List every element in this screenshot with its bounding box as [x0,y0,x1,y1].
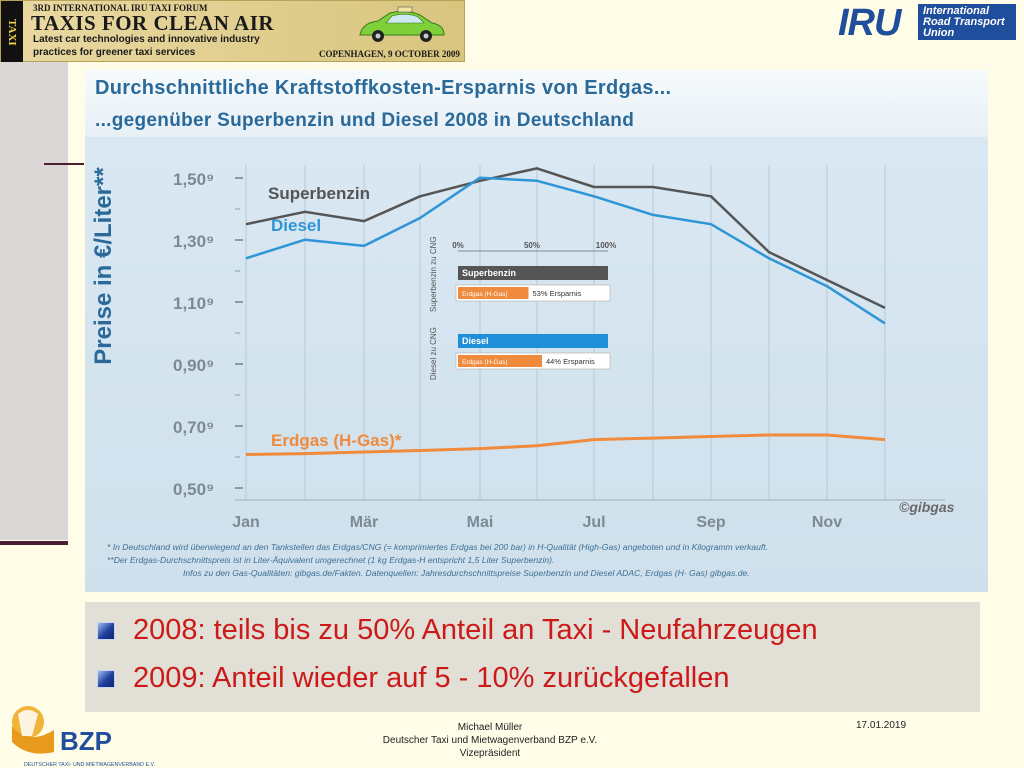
series-label: Diesel [271,216,321,235]
footer-author: Michael Müller [457,722,523,733]
banner-forum: 3RD INTERNATIONAL IRU TAXI FORUM [33,3,208,13]
inset-scale-label: 0% [452,241,464,250]
banner-subtitle-2: practices for greener taxi services [33,47,196,58]
iru-logo: IRU International Road Transport Union [828,2,1018,44]
inset-savings-label: 44% Ersparnis [546,357,595,366]
footer-author-block: Michael Müller Deutscher Taxi und Mietwa… [330,721,650,760]
x-tick-label: Jan [232,514,260,531]
iru-logo-line-3: Union [923,27,955,39]
y-tick-label: 0,90⁹ [173,356,214,375]
chart-footnote-1: * In Deutschland wird überwiegend an den… [107,542,769,552]
inset-bar [458,287,529,299]
footer-org: Deutscher Taxi und Mietwagenverband BZP … [382,735,598,746]
inset-bar [458,334,608,348]
chart-header [85,70,988,137]
bullet-text: 2009: Anteil wieder auf 5 - 10% zurückge… [133,662,730,694]
series-line [245,433,886,456]
banner-taxi-label: TAXI [1,1,23,63]
banner-place-date: COPENHAGEN, 9 OCTOBER 2009 [319,49,460,59]
series-label: Superbenzin [268,184,370,203]
inset-bar [458,266,608,280]
y-tick-label: 1,30⁹ [173,232,214,251]
iru-logo-line-2: Road Transport [923,16,1005,28]
bullet-square-icon [97,622,115,640]
x-tick-label: Mai [467,514,494,531]
inset-bar-label: Erdgas (H-Gas) [462,359,508,366]
banner-title: TAXIS FOR CLEAN AIR [31,11,275,35]
series-line [245,167,886,310]
footer-date: 17.01.2019 [856,720,907,731]
forum-banner: TAXI 3RD INTERNATIONAL IRU TAXI FORUM TA… [0,0,465,63]
x-tick-label: Nov [812,514,842,531]
x-tick-label: Jul [582,514,605,531]
inset-savings-label: 53% Ersparnis [533,289,582,298]
bullet-text: 2008: teils bis zu 50% Anteil an Taxi - … [133,614,818,646]
inset-bar-label: Erdgas (H-Gas) [462,291,508,298]
chart-title: Durchschnittliche Kraftstoffkosten-Erspa… [95,77,672,99]
bzp-logo-caption: DEUTSCHER TAXI- UND MIETWAGENVERBAND E.V… [24,762,155,768]
inset-bar-label: Superbenzin [462,268,516,278]
bullet-square-icon [97,670,115,688]
y-tick-label: 0,50⁹ [173,480,214,499]
inset-side-label: Diesel zu CNG [429,327,438,380]
taxi-car-icon [359,6,445,42]
x-tick-label: Mär [350,514,378,531]
iru-logo-box [918,4,1016,40]
bzp-logo: BZP DEUTSCHER TAXI- UND MIETWAGENVERBAND… [12,706,155,768]
decor-dash [44,163,84,165]
price-chart: Durchschnittliche Kraftstoffkosten-Erspa… [85,70,988,592]
y-tick-label: 0,70⁹ [173,418,214,437]
y-tick-label: 1,50⁹ [173,170,214,189]
inset-scale-label: 50% [524,241,540,250]
x-tick-label: Sep [696,514,726,531]
y-tick-label: 1,10⁹ [173,294,214,313]
chart-footnote-3: Infos zu den Gas-Qualitäten: gibgas.de/F… [183,568,750,578]
footer-role: Vizepräsident [459,748,521,759]
inset-scale-label: 100% [596,241,616,250]
inset-side-label: Superbenzin zu CNG [429,236,438,312]
gibgas-logo: ©gibgas [899,499,955,515]
series-label: Erdgas (H-Gas)* [271,431,402,450]
bzp-logo-letters: BZP [60,726,112,756]
iru-logo-letters: IRU [838,2,901,44]
inset-bar-label: Diesel [462,336,489,346]
chart-footnote-2: **Der Erdgas-Durchschnittspreis ist in L… [107,555,555,565]
iru-logo-line-1: International [923,5,990,17]
chart-subtitle: ...gegenüber Superbenzin und Diesel 2008… [95,110,635,131]
series-line [245,176,886,325]
chart-plot: 1,50⁹ 1,30⁹ 1,10⁹ 0,90⁹ 0,70⁹ 0,50⁹ Jan Mär Mai J… [173,165,945,531]
decor-underline [0,541,68,545]
banner-subtitle-1: Latest car technologies and innovative i… [33,34,260,45]
left-decor-bar [0,62,68,540]
inset-bar [458,355,542,367]
bullet-list: 2008: teils bis zu 50% Anteil an Taxi - … [85,602,980,712]
